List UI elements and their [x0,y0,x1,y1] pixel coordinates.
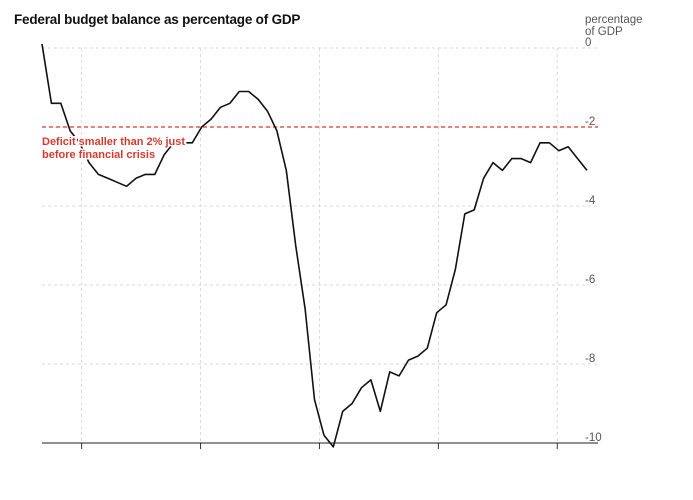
y-tick-label-3: -6 [585,274,595,286]
y-axis-unit-label: percentage of GDP [585,14,685,38]
reference-annotation-line-2: before financial crisis [42,149,155,161]
y-axis-unit-line-2: of GDP [585,26,623,38]
chart-title: Federal budget balance as percentage of … [14,12,301,27]
y-tick-label-2: -4 [585,195,596,207]
reference-annotation-line-1: Deficit smaller than 2% just [42,136,185,148]
y-tick-label-1: -2 [585,116,595,128]
y-axis-unit-line-1: percentage [585,14,643,26]
y-tick-label-4: -8 [585,353,595,365]
y-tick-label-5: -10 [585,432,602,444]
series-line [41,43,588,448]
y-tick-label-0: 0 [585,37,591,49]
